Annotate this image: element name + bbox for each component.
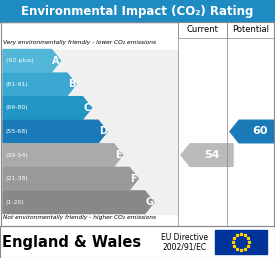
Polygon shape [3,167,138,190]
Bar [1,144,178,166]
Polygon shape [230,120,275,143]
Polygon shape [3,120,107,143]
Bar [215,230,267,254]
Text: Current: Current [186,26,218,35]
Polygon shape [3,73,76,96]
Text: 2002/91/EC: 2002/91/EC [163,243,207,252]
Text: England & Wales: England & Wales [2,235,142,249]
Bar [1,167,178,190]
Bar [1,50,178,72]
Bar [178,22,227,38]
Bar [1,22,274,226]
Polygon shape [3,191,154,214]
Text: B: B [68,79,75,89]
Text: EU Directive: EU Directive [161,232,208,241]
Bar [0,226,275,258]
Text: (21-38): (21-38) [6,176,29,181]
Bar [1,97,178,119]
Text: (92 plus): (92 plus) [6,58,34,63]
Bar [227,22,274,38]
Text: Very environmentally friendly - lower CO₂ emissions: Very environmentally friendly - lower CO… [3,40,156,45]
Text: 54: 54 [204,150,219,160]
Text: Environmental Impact (CO₂) Rating: Environmental Impact (CO₂) Rating [21,4,253,18]
Text: (1-20): (1-20) [6,200,25,205]
Bar [1,120,178,143]
Text: C: C [84,103,91,113]
Bar [1,73,178,96]
Polygon shape [3,50,60,72]
Text: Not environmentally friendly - higher CO₂ emissions: Not environmentally friendly - higher CO… [3,215,156,220]
Text: (55-68): (55-68) [6,129,29,134]
Text: A: A [52,56,60,66]
Text: (81-91): (81-91) [6,82,29,87]
Polygon shape [181,144,233,166]
Bar [1,191,178,214]
Text: (69-80): (69-80) [6,106,29,110]
Text: F: F [131,174,137,184]
Bar [0,0,275,22]
Text: (39-54): (39-54) [6,152,29,158]
Text: D: D [99,126,107,136]
Text: G: G [145,197,153,207]
Polygon shape [3,144,123,166]
Text: Potential: Potential [232,26,269,35]
Polygon shape [3,97,92,119]
Text: 60: 60 [252,126,267,136]
Text: E: E [115,150,122,160]
